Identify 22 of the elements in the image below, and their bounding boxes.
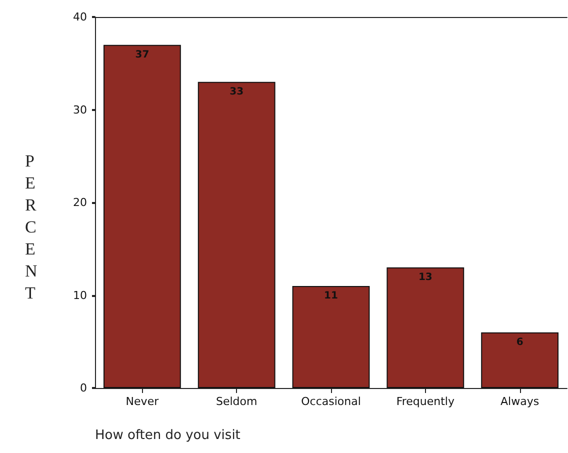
y-tick-label: 40 [73,10,87,24]
y-tick-label: 20 [73,196,87,209]
data-label: 37 [135,49,150,60]
x-tick-label: Occasional [301,395,361,408]
bar [481,332,559,388]
x-axis-title: How often do you visit [95,428,240,443]
bar [103,44,181,388]
bar [386,267,464,388]
data-label: 13 [418,272,432,283]
y-tick-label: 30 [73,103,87,116]
x-tick-label: Always [500,395,540,408]
data-label: 11 [324,290,338,302]
x-tick-label: Never [126,395,160,408]
y-tick-label: 0 [80,382,87,394]
bar [292,286,370,388]
x-tick-label: Seldom [216,395,258,408]
y-axis-title: PERCENT [25,152,38,302]
bar [198,82,276,388]
data-label: 33 [230,86,244,98]
data-label: 6 [516,336,524,348]
x-tick-label: Frequently [396,395,455,408]
y-tick-label: 10 [73,288,87,302]
